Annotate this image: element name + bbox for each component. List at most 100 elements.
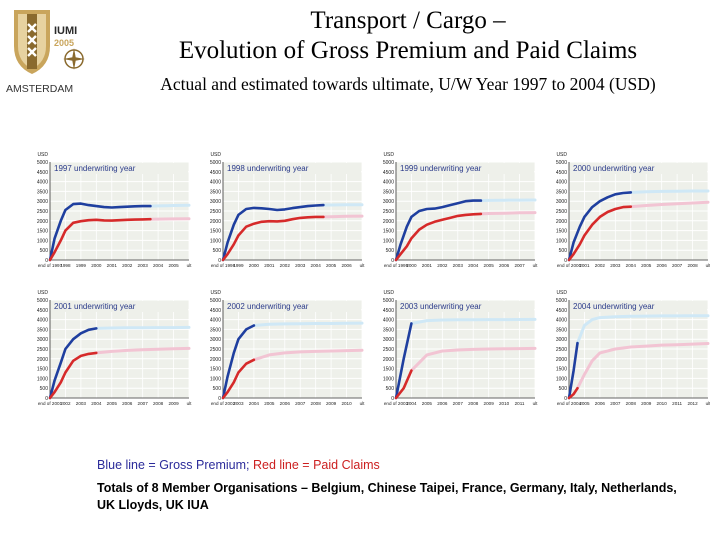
y-tick-label: 3000 — [383, 337, 394, 343]
y-tick-label: 2000 — [210, 219, 221, 225]
y-tick-label: 2500 — [210, 209, 221, 215]
x-tick-label: ult — [360, 401, 366, 406]
y-tick-label: 1000 — [210, 376, 221, 382]
x-tick-label: 2004 — [626, 263, 637, 268]
y-tick-label: 500 — [559, 386, 568, 392]
title-line-1: Transport / Cargo – — [310, 7, 506, 34]
x-tick-label: 2004 — [91, 401, 102, 406]
y-unit-label: USD — [37, 290, 48, 296]
y-tick-label: 2000 — [383, 357, 394, 363]
x-tick-label: 2002 — [280, 263, 291, 268]
x-tick-label: 2002 — [595, 263, 606, 268]
x-tick-label: ult — [706, 401, 710, 406]
chart-title-bg — [397, 301, 534, 312]
x-tick-label: 2010 — [341, 401, 352, 406]
y-tick-label: 3000 — [383, 199, 394, 205]
x-tick-label: 2002 — [437, 263, 448, 268]
y-unit-label: USD — [37, 152, 48, 158]
x-tick-label: 2011 — [672, 401, 682, 406]
y-tick-label: 3500 — [210, 327, 221, 333]
chart-title-bg — [224, 163, 361, 174]
y-tick-label: 4000 — [556, 180, 567, 186]
y-tick-label: 2500 — [383, 347, 394, 353]
y-tick-label: 4500 — [383, 170, 394, 176]
y-tick-label: 1500 — [383, 229, 394, 235]
x-tick-label: 2006 — [122, 401, 133, 406]
y-tick-label: 5000 — [37, 160, 48, 166]
chart-title: 1999 underwriting year — [400, 164, 482, 173]
x-tick-label: 2010 — [499, 401, 510, 406]
x-tick-label: ult — [533, 401, 539, 406]
y-tick-label: 500 — [213, 386, 222, 392]
x-tick-label: 2007 — [295, 401, 306, 406]
y-tick-label: 4500 — [210, 170, 221, 176]
x-tick-label: 2007 — [610, 401, 621, 406]
x-tick-label: ult — [360, 263, 366, 268]
x-tick-label: 2007 — [672, 263, 683, 268]
x-tick-label: end of 1998 — [211, 263, 236, 268]
x-tick-label: 1999 — [76, 263, 87, 268]
series-line — [221, 324, 256, 400]
series-line — [394, 199, 483, 262]
chart-panel-5: 0 500 1000 1500 2000 2500 3000 3500 4000 4500 5000… — [37, 290, 192, 406]
legend: Blue line = Gross Premium; Red line = Pa… — [97, 458, 380, 472]
y-unit-label: USD — [556, 290, 567, 296]
chart-panel-1: 0 500 1000 1500 2000 2500 3000 3500 4000 4500 5000… — [37, 152, 192, 268]
charts-svg: 0 500 1000 1500 2000 2500 3000 3500 4000 4500 5000… — [37, 152, 711, 406]
y-tick-label: 5000 — [383, 298, 394, 304]
x-tick-label: 2006 — [595, 401, 606, 406]
series-line — [567, 341, 579, 400]
chart-panel-7: 0 500 1000 1500 2000 2500 3000 3500 4000 4500 5000… — [383, 290, 538, 406]
y-tick-label: 1500 — [556, 229, 567, 235]
y-tick-label: 0 — [564, 258, 567, 264]
x-tick-label: 2009 — [326, 401, 337, 406]
x-tick-label: 2002 — [60, 401, 71, 406]
y-tick-label: 4000 — [383, 318, 394, 324]
y-tick-label: 5000 — [210, 160, 221, 166]
x-tick-label: 2005 — [168, 263, 179, 268]
y-tick-label: 2500 — [37, 347, 48, 353]
y-tick-label: 5000 — [383, 160, 394, 166]
x-tick-label: 2003 — [233, 401, 244, 406]
x-tick-label: end of 1997 — [38, 263, 63, 268]
x-tick-label: 2001 — [264, 263, 275, 268]
chart-title-bg — [397, 163, 534, 174]
x-tick-label: 2010 — [657, 401, 668, 406]
x-tick-label: 2012 — [687, 401, 698, 406]
chart-title: 2000 underwriting year — [573, 164, 655, 173]
y-tick-label: 500 — [213, 248, 222, 254]
chart-title-bg — [51, 163, 188, 174]
x-tick-label: 2001 — [107, 263, 118, 268]
x-tick-label: end of 2001 — [38, 401, 63, 406]
series-line — [221, 203, 325, 262]
y-tick-label: 500 — [40, 248, 49, 254]
x-tick-label: 2008 — [687, 263, 698, 268]
y-tick-label: 2500 — [556, 347, 567, 353]
x-tick-label: 2011 — [515, 401, 525, 406]
legend-red: Red line = Paid Claims — [252, 458, 380, 472]
y-tick-label: 1000 — [37, 238, 48, 244]
x-tick-label: 2003 — [610, 263, 621, 268]
y-tick-label: 2000 — [556, 219, 567, 225]
y-tick-label: 2000 — [556, 357, 567, 363]
x-tick-label: 2000 — [249, 263, 260, 268]
y-tick-label: 500 — [559, 248, 568, 254]
series-line — [252, 348, 364, 362]
x-tick-label: 2004 — [311, 263, 322, 268]
series-line — [394, 212, 483, 262]
y-tick-label: 3000 — [556, 337, 567, 343]
series-line — [48, 327, 98, 400]
y-tick-label: 4500 — [37, 170, 48, 176]
x-tick-label: 2002 — [122, 263, 133, 268]
x-tick-label: 2005 — [107, 401, 118, 406]
y-tick-label: 4000 — [556, 318, 567, 324]
page-subtitle: Actual and estimated towards ultimate, U… — [160, 74, 656, 94]
x-tick-label: 2003 — [76, 401, 87, 406]
chart-title: 2001 underwriting year — [54, 302, 136, 311]
series-line — [479, 198, 537, 203]
x-tick-label: end of 2004 — [557, 401, 582, 406]
x-tick-label: 2003 — [295, 263, 306, 268]
y-tick-label: 2500 — [383, 209, 394, 215]
y-tick-label: 4000 — [210, 318, 221, 324]
y-tick-label: 4500 — [383, 308, 394, 314]
